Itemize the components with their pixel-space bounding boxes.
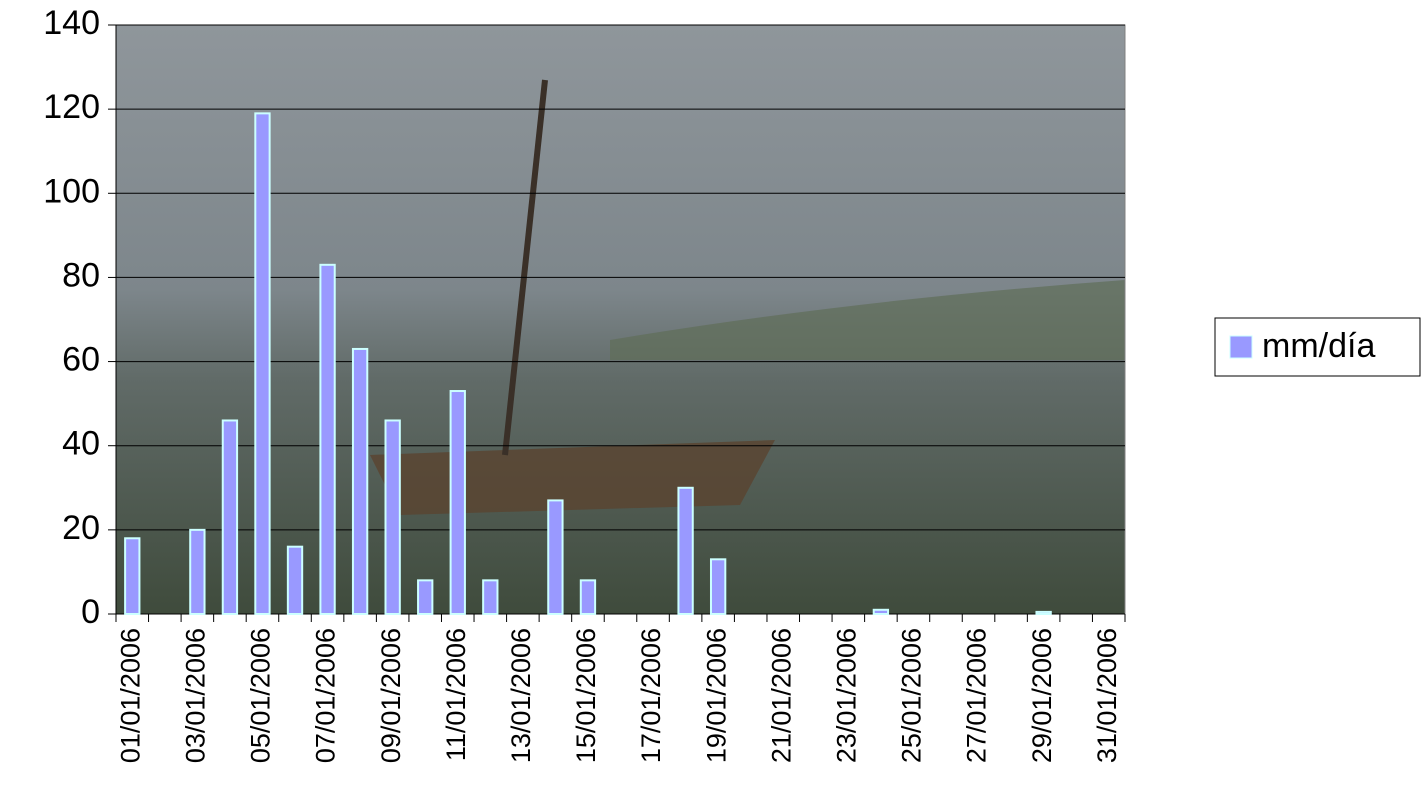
y-tick-label: 100 (43, 172, 100, 210)
bar (189, 528, 206, 615)
y-tick-label: 0 (81, 593, 100, 631)
bar (417, 579, 434, 615)
bar (286, 545, 304, 616)
x-tick-label: 19/01/2006 (701, 628, 731, 763)
x-tick-label: 29/01/2006 (1027, 628, 1057, 763)
x-tick-label: 05/01/2006 (246, 628, 276, 763)
x-tick-label: 31/01/2006 (1092, 628, 1122, 763)
legend-label: mm/día (1262, 327, 1375, 365)
x-tick-label: 11/01/2006 (441, 628, 471, 761)
y-tick-label: 20 (62, 509, 100, 547)
x-tick-label: 13/01/2006 (506, 628, 536, 763)
bar (547, 499, 564, 615)
bar (319, 263, 336, 615)
bar (579, 579, 597, 615)
y-tick-label: 120 (43, 88, 100, 126)
bar (482, 579, 499, 615)
bar (872, 608, 890, 615)
background-mast (502, 79, 548, 456)
bar (677, 486, 694, 615)
y-tick-label: 60 (62, 341, 100, 379)
y-tick-label: 80 (62, 256, 100, 294)
bar (124, 537, 141, 615)
x-tick-label: 27/01/2006 (962, 628, 992, 763)
x-tick-label: 01/01/2006 (115, 628, 145, 763)
x-tick-label: 09/01/2006 (376, 628, 406, 763)
x-tick-label: 15/01/2006 (571, 628, 601, 763)
x-tick-label: 17/01/2006 (636, 628, 666, 763)
chart-layer: 0 20 40 60 80 100 120 140 01/01/2006 03/01/2006 05… (43, 4, 1126, 763)
background-shore (610, 280, 1125, 360)
background-boat (370, 440, 775, 515)
y-tick-label: 40 (62, 425, 100, 463)
bar (351, 347, 369, 615)
bar (221, 419, 239, 615)
bar (254, 112, 271, 615)
bar (384, 419, 401, 615)
legend-swatch (1229, 335, 1253, 359)
x-tick-label: 25/01/2006 (897, 628, 927, 763)
x-tick-label: 07/01/2006 (311, 628, 341, 763)
x-tick-label: 21/01/2006 (766, 628, 796, 763)
bar (709, 558, 727, 615)
x-tick-label: 23/01/2006 (831, 628, 861, 763)
bar (449, 390, 466, 615)
x-tick-label: 03/01/2006 (180, 628, 210, 763)
bar (1035, 610, 1052, 615)
y-tick-label: 140 (43, 4, 100, 42)
